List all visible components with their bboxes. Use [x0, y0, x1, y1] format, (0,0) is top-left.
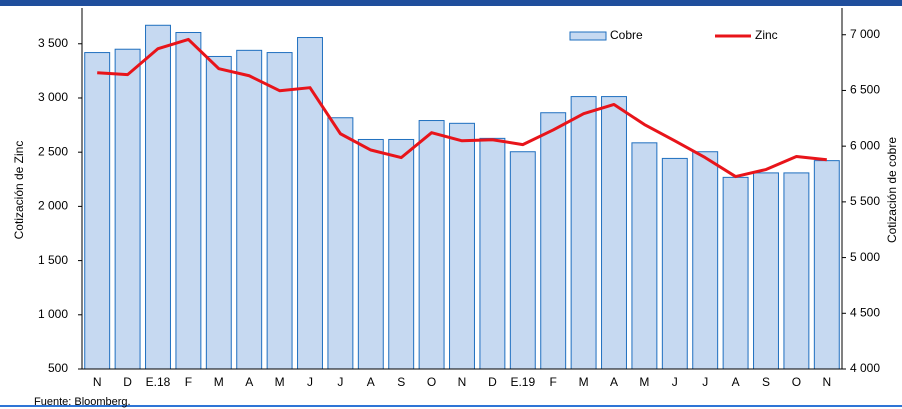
x-tick-label: M: [214, 375, 224, 389]
x-tick-label: S: [397, 375, 405, 389]
y2-tick-label: 4 500: [850, 305, 880, 319]
x-tick-label: J: [672, 375, 678, 389]
x-tick-label: E.18: [146, 375, 171, 389]
legend-label: Zinc: [755, 28, 778, 42]
y2-axis-title: Cotización de cobre: [885, 137, 899, 243]
bar: [114, 48, 141, 370]
x-tick-label: A: [367, 375, 375, 389]
y2-tick-label: 6 500: [850, 83, 880, 97]
x-tick-label: A: [610, 375, 618, 389]
y2-tick-label: 4 000: [850, 361, 880, 375]
x-tick-label: N: [458, 375, 467, 389]
bar: [357, 138, 384, 370]
x-tick-label: D: [123, 375, 132, 389]
bar: [205, 55, 232, 370]
bar: [449, 122, 475, 370]
bar: [661, 157, 688, 370]
x-tick-label: O: [792, 375, 801, 389]
x-tick-label: J: [307, 375, 313, 389]
y-tick-label: 1 500: [38, 253, 68, 267]
y-axis-title: Cotización de Zinc: [12, 141, 26, 240]
x-tick-label: O: [427, 375, 436, 389]
y2-tick-label: 7 000: [850, 27, 880, 41]
x-tick-label: E.19: [510, 375, 535, 389]
x-tick-label: J: [337, 375, 343, 389]
x-tick-label: M: [579, 375, 589, 389]
y2-tick-label: 6 000: [850, 138, 880, 152]
x-tick-label: D: [488, 375, 497, 389]
bar: [145, 24, 171, 370]
bar: [266, 52, 293, 370]
bar: [631, 142, 658, 370]
y-tick-label: 1 000: [38, 307, 68, 321]
bar: [783, 172, 810, 370]
x-tick-label: F: [550, 375, 557, 389]
bar: [570, 96, 597, 370]
x-tick-label: M: [639, 375, 649, 389]
y-tick-label: 3 000: [38, 90, 68, 104]
x-tick-label: N: [93, 375, 102, 389]
x-tick-label: A: [245, 375, 253, 389]
y-tick-label: 2 500: [38, 144, 68, 158]
x-tick-label: J: [702, 375, 708, 389]
source: Fuente: Bloomberg.: [34, 396, 131, 408]
bar: [722, 176, 749, 370]
bar: [509, 151, 536, 370]
legend-swatch: [569, 31, 607, 41]
line: [97, 37, 827, 179]
bar: [479, 137, 506, 370]
x-tick-label: F: [185, 375, 192, 389]
bar: [601, 96, 627, 370]
x-tick-label: M: [275, 375, 285, 389]
y-tick-label: 3 500: [38, 36, 68, 50]
y2-tick-label: 5 500: [850, 194, 880, 208]
y2-tick-label: 5 000: [850, 250, 880, 264]
legend-label: Cobre: [610, 28, 643, 42]
y-tick-label: 2 000: [38, 199, 68, 213]
x-tick-label: A: [732, 375, 740, 389]
x-tick-label: S: [762, 375, 770, 389]
y-tick-label: 500: [48, 361, 68, 375]
bar: [753, 172, 779, 370]
bar: [175, 32, 202, 370]
bar: [388, 138, 415, 370]
bar: [327, 117, 354, 370]
bar: [540, 112, 567, 370]
bar: [418, 120, 445, 370]
bar: [813, 160, 840, 370]
bar: [236, 49, 263, 370]
x-tick-label: N: [822, 375, 831, 389]
top-band: [0, 0, 902, 6]
bar: [84, 52, 111, 370]
bar: [692, 151, 719, 370]
